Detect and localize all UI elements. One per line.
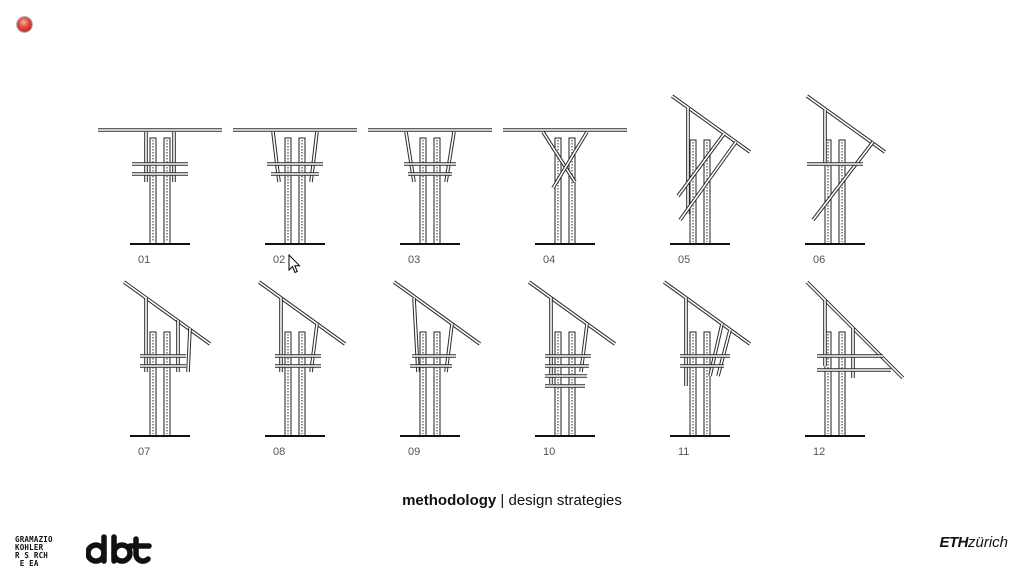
variant-09: 09 <box>392 280 482 458</box>
eth-zurich-logo: ETHzürich <box>939 534 1008 551</box>
variant-label-08: 08 <box>273 446 285 458</box>
variant-06: 06 <box>805 94 887 266</box>
variant-12: 12 <box>805 280 905 458</box>
mouse-pointer-icon <box>288 254 301 274</box>
variant-label-02: 02 <box>273 254 285 266</box>
variant-01: 01 <box>98 128 222 266</box>
variant-label-04: 04 <box>543 254 555 266</box>
gramazio-kohler-research-logo: GRAMAZIO KOHLER R S RCH E EA <box>15 535 53 568</box>
slide-caption: methodology | design strategies <box>0 492 1024 509</box>
variant-label-01: 01 <box>138 254 150 266</box>
variant-label-07: 07 <box>138 446 150 458</box>
variant-07: 07 <box>122 280 212 458</box>
variant-05: 05 <box>670 94 752 266</box>
caption-design-strategies: design strategies <box>508 492 622 509</box>
caption-separator: | <box>496 492 509 509</box>
variant-label-11: 11 <box>678 446 689 458</box>
variant-label-12: 12 <box>813 446 825 458</box>
variant-11: 11 <box>662 280 752 458</box>
variant-label-06: 06 <box>813 254 825 266</box>
variant-label-05: 05 <box>678 254 690 266</box>
window-close-button[interactable] <box>17 17 32 32</box>
variant-03: 03 <box>368 128 492 266</box>
caption-methodology: methodology <box>402 492 497 509</box>
variant-label-09: 09 <box>408 446 420 458</box>
variant-04: 04 <box>503 128 627 266</box>
variant-10: 10 <box>527 280 617 458</box>
variant-02: 02 <box>233 128 357 266</box>
variant-label-10: 10 <box>543 446 555 458</box>
variant-label-03: 03 <box>408 254 420 266</box>
variant-08: 08 <box>257 280 347 458</box>
design-strategies-diagram: 01 02 03 04 05 06 07 08 09 10 11 12 <box>98 94 905 458</box>
dbt-logo <box>86 534 152 564</box>
